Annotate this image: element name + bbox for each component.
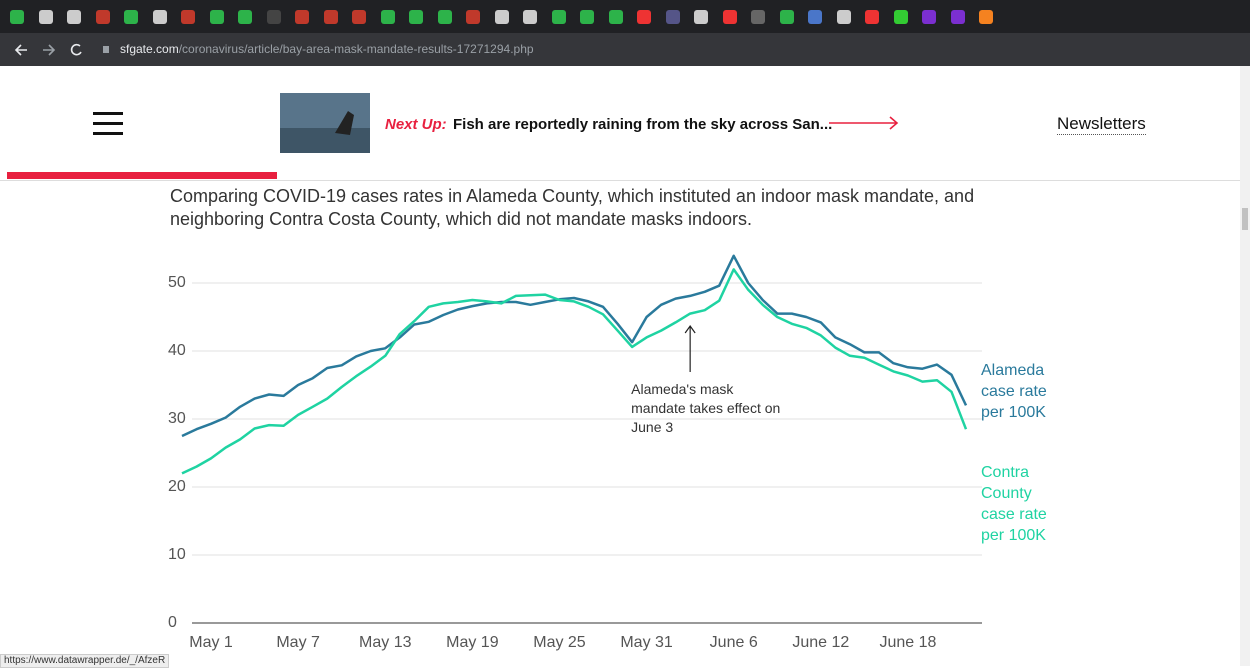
x-tick-label: May 25: [533, 634, 586, 651]
y-tick-label: 10: [168, 546, 186, 563]
x-tick-label: June 6: [710, 634, 758, 651]
page-body: sfgate.com/coronavirus/article/bay-area-…: [0, 0, 1250, 666]
y-tick-label: 50: [168, 274, 186, 291]
x-tick-label: May 31: [620, 634, 673, 651]
series-line: [182, 269, 966, 473]
series-label: Contra County case rate per 100K: [981, 462, 1059, 546]
annotation-arrow: [685, 326, 695, 372]
x-tick-label: June 18: [879, 634, 936, 651]
chart: 0 10 20 30 40 50 May 1 May 7 May 13 May 19 May 25 M…: [0, 0, 1240, 666]
annotation: Alameda's mask mandate takes effect on J…: [631, 380, 791, 437]
y-tick-label: 0: [168, 614, 177, 631]
x-tick-label: May 13: [359, 634, 412, 651]
y-tick-label: 20: [168, 478, 186, 495]
page: {"browser": {"url_host": "sfgate.com", "…: [0, 0, 1250, 666]
x-tick-label: May 7: [276, 634, 320, 651]
y-tick-label: 40: [168, 342, 186, 359]
scrollbar[interactable]: [1240, 66, 1250, 666]
x-tick-label: June 12: [792, 634, 849, 651]
x-tick-label: May 19: [446, 634, 499, 651]
series-label: Alameda case rate per 100K: [981, 360, 1059, 423]
x-tick-label: May 1: [189, 634, 233, 651]
y-tick-label: 30: [168, 410, 186, 427]
